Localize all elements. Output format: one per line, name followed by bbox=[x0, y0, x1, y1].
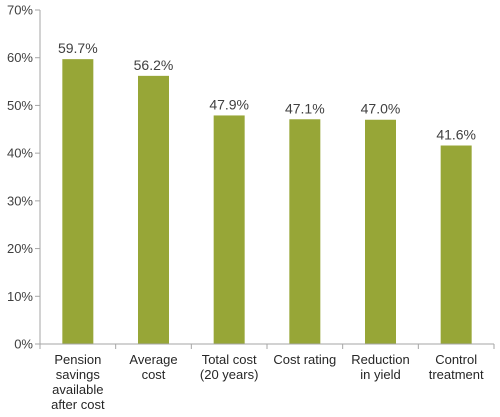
y-tick-label: 40% bbox=[7, 146, 33, 161]
category-label-line: Total cost bbox=[202, 352, 257, 367]
category-label-line: Average bbox=[129, 352, 177, 367]
bar bbox=[213, 115, 245, 344]
category-label-line: Pension bbox=[54, 352, 101, 367]
bar bbox=[365, 119, 396, 344]
bar bbox=[440, 145, 472, 344]
category-label-line: Control bbox=[435, 352, 477, 367]
y-tick-label: 20% bbox=[7, 241, 33, 256]
y-tick-label: 60% bbox=[7, 50, 33, 65]
category-label: Reduction in yield bbox=[351, 352, 410, 382]
y-tick-label: 70% bbox=[7, 3, 33, 18]
category-label: Average cost bbox=[129, 352, 177, 382]
data-label: 47.1% bbox=[285, 100, 325, 116]
y-tick-label: 30% bbox=[7, 193, 33, 208]
data-label: 47.0% bbox=[361, 101, 401, 117]
y-axis: 0% 10% 20% 30% 40% 50% 60% 70% bbox=[7, 3, 40, 352]
data-label: 47.9% bbox=[209, 96, 249, 112]
category-label-line: after cost bbox=[51, 397, 105, 412]
category-label-line: savings bbox=[56, 367, 101, 382]
category-label: Pension savings available after cost bbox=[51, 352, 105, 412]
bar bbox=[289, 119, 321, 344]
category-label-line: in yield bbox=[360, 367, 400, 382]
category-label: Cost rating bbox=[273, 352, 336, 367]
bar bbox=[138, 75, 169, 345]
category-label-line: Cost rating bbox=[273, 352, 336, 367]
data-label: 56.2% bbox=[134, 57, 174, 73]
data-label: 59.7% bbox=[58, 40, 98, 56]
category-label-line: cost bbox=[142, 367, 166, 382]
bars bbox=[62, 59, 472, 345]
category-label-line: Reduction bbox=[351, 352, 410, 367]
y-tick-label: 0% bbox=[14, 337, 33, 352]
data-labels: 59.7% 56.2% 47.9% 47.1% 47.0% 41.6% bbox=[58, 40, 476, 142]
category-label-line: (20 years) bbox=[200, 367, 259, 382]
y-tick-label: 50% bbox=[7, 98, 33, 113]
category-label: Total cost (20 years) bbox=[200, 352, 259, 382]
data-label: 41.6% bbox=[436, 127, 476, 143]
category-label-line: treatment bbox=[429, 367, 484, 382]
category-label: Control treatment bbox=[429, 352, 484, 382]
category-label-line: available bbox=[52, 382, 103, 397]
x-axis: Pension savings available after cost Average… bbox=[39, 344, 495, 412]
y-tick-label: 10% bbox=[7, 289, 33, 304]
bar bbox=[62, 59, 94, 344]
